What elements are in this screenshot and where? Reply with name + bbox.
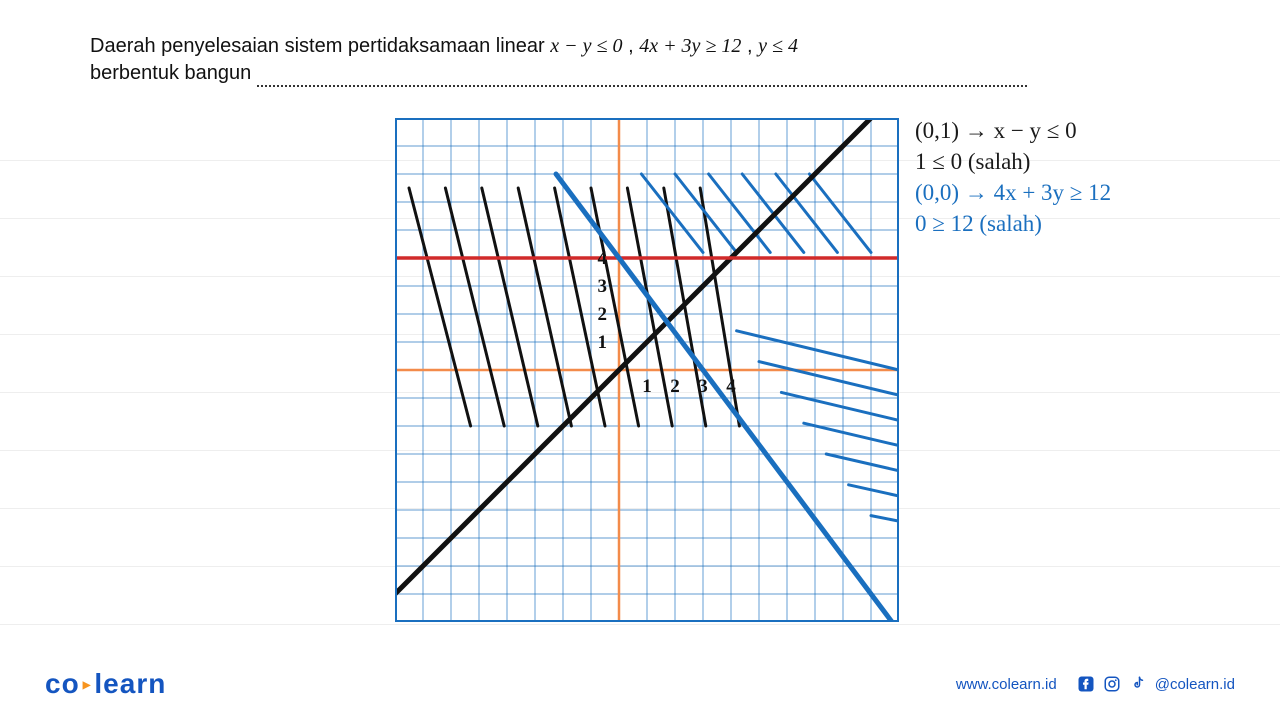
inequality-chart: 12341234 [395,118,899,622]
svg-text:3: 3 [598,276,608,297]
q-ineq2: 4x + 3y ≥ 12 [639,35,741,57]
svg-text:4: 4 [726,376,736,397]
q-sep2: , [747,35,758,57]
footer-url: www.colearn.id [956,676,1057,693]
annotation-line: 0 ≥ 12 (salah) [915,208,1265,239]
instagram-icon [1103,675,1121,693]
logo: co▶learn [45,668,166,700]
answer-blank [257,71,1027,87]
annotation-line: (0,0) → 4x + 3y ≥ 12 [915,177,1265,208]
svg-text:1: 1 [598,332,608,353]
footer: co▶learn www.colearn.id @colearn.id [0,668,1280,700]
svg-text:4: 4 [598,248,608,269]
annotation-line: (0,1) → x − y ≤ 0 [915,115,1265,146]
svg-text:2: 2 [670,376,680,397]
q-sep1: , [628,35,639,57]
q-ineq3: y ≤ 4 [758,35,798,57]
footer-handle: @colearn.id [1155,676,1235,693]
svg-text:3: 3 [698,376,708,397]
svg-text:1: 1 [642,376,652,397]
question-text: Daerah penyelesaian sistem pertidaksamaa… [90,33,1190,87]
work-annotations: (0,1) → x − y ≤ 01 ≤ 0 (salah)(0,0) → 4x… [915,115,1265,239]
facebook-icon [1077,675,1095,693]
annotation-line: 1 ≤ 0 (salah) [915,146,1265,177]
svg-text:2: 2 [598,304,608,325]
q-line2: berbentuk bangun [90,62,257,84]
q-prefix: Daerah penyelesaian sistem pertidaksamaa… [90,35,550,57]
footer-right: www.colearn.id @colearn.id [956,675,1235,693]
social-icons: @colearn.id [1077,675,1235,693]
q-ineq1: x − y ≤ 0 [550,35,622,57]
tiktok-icon [1129,675,1147,693]
